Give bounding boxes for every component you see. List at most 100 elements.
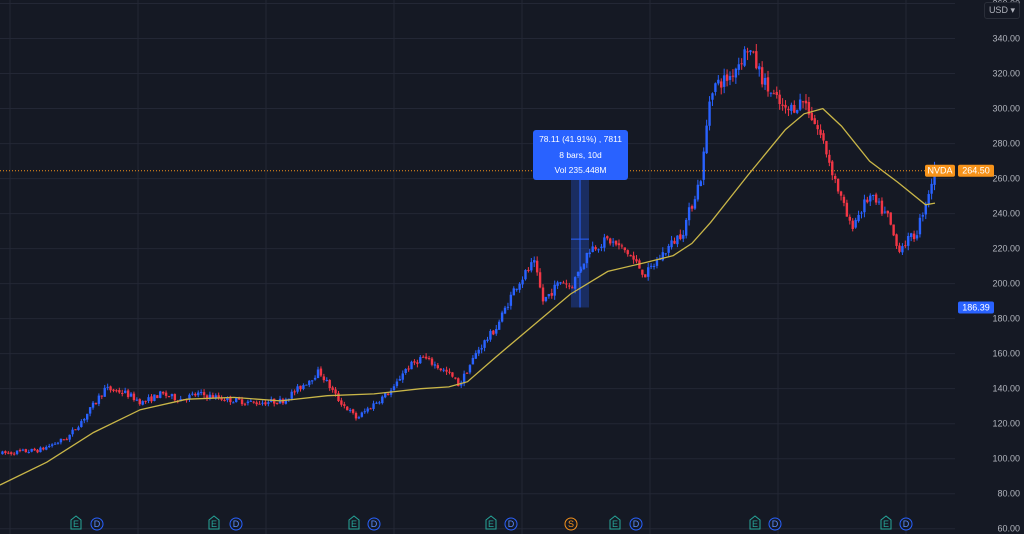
candle-body[interactable] <box>740 63 743 65</box>
candle-body[interactable] <box>521 279 524 285</box>
candle-body[interactable] <box>471 357 475 365</box>
earnings-marker-icon[interactable] <box>880 515 892 530</box>
candle-body[interactable] <box>582 263 586 269</box>
candle-body[interactable] <box>676 235 679 245</box>
candle-body[interactable] <box>632 255 635 260</box>
candle-body[interactable] <box>30 448 33 452</box>
candle-body[interactable] <box>439 368 442 371</box>
candle-body[interactable] <box>763 77 767 85</box>
candle-body[interactable] <box>53 443 57 445</box>
candle-body[interactable] <box>798 99 802 110</box>
candle-body[interactable] <box>156 395 159 399</box>
candle-body[interactable] <box>533 260 536 263</box>
candle-body[interactable] <box>302 385 305 389</box>
candle-body[interactable] <box>673 240 676 244</box>
candle-body[interactable] <box>445 369 448 372</box>
candle-body[interactable] <box>135 399 139 401</box>
candle-body[interactable] <box>652 265 656 268</box>
candle-body[interactable] <box>208 394 212 398</box>
candle-body[interactable] <box>693 199 697 209</box>
candle-body[interactable] <box>91 402 95 408</box>
candle-body[interactable] <box>18 450 22 452</box>
candle-body[interactable] <box>515 288 518 290</box>
candle-body[interactable] <box>199 392 203 394</box>
candle-body[interactable] <box>495 328 498 334</box>
candle-body[interactable] <box>921 215 925 217</box>
candle-body[interactable] <box>813 118 816 125</box>
earnings-marker-icon[interactable] <box>70 515 82 530</box>
candle-body[interactable] <box>819 129 822 135</box>
candle-body[interactable] <box>395 381 399 386</box>
candle-body[interactable] <box>679 234 682 240</box>
candle-body[interactable] <box>687 207 691 221</box>
candle-body[interactable] <box>626 250 629 255</box>
candle-body[interactable] <box>752 51 755 53</box>
candle-body[interactable] <box>296 386 299 392</box>
candle-body[interactable] <box>690 206 694 209</box>
candle-body[interactable] <box>927 194 930 204</box>
candle-body[interactable] <box>720 81 723 88</box>
candle-body[interactable] <box>56 442 60 444</box>
candle-body[interactable] <box>571 287 574 289</box>
candle-body[interactable] <box>597 249 600 251</box>
candle-body[interactable] <box>699 181 702 187</box>
candle-body[interactable] <box>272 398 276 404</box>
candle-body[interactable] <box>378 402 381 404</box>
dividend-marker-icon[interactable] <box>899 517 913 531</box>
candle-body[interactable] <box>62 439 66 441</box>
candle-body[interactable] <box>45 446 48 450</box>
candle-body[interactable] <box>451 372 454 377</box>
candle-body[interactable] <box>153 394 156 401</box>
candle-body[interactable] <box>781 104 784 106</box>
candle-body[interactable] <box>503 307 507 314</box>
candle-body[interactable] <box>541 287 545 302</box>
candle-body[interactable] <box>170 394 174 397</box>
candle-body[interactable] <box>489 330 492 340</box>
candle-body[interactable] <box>202 392 206 396</box>
candle-body[interactable] <box>325 379 328 381</box>
candle-body[interactable] <box>895 234 898 246</box>
candle-body[interactable] <box>348 409 352 411</box>
candle-body[interactable] <box>33 448 36 451</box>
candle-body[interactable] <box>851 220 854 229</box>
candle-body[interactable] <box>801 101 805 103</box>
candle-body[interactable] <box>635 259 638 262</box>
candle-body[interactable] <box>787 109 790 111</box>
candle-body[interactable] <box>462 373 466 384</box>
candle-body[interactable] <box>649 265 653 267</box>
candle-body[interactable] <box>877 201 881 203</box>
candle-body[interactable] <box>661 252 665 261</box>
candle-body[interactable] <box>194 393 197 396</box>
candle-body[interactable] <box>129 393 133 397</box>
candle-body[interactable] <box>419 357 422 364</box>
candle-body[interactable] <box>346 406 349 411</box>
candle-body[interactable] <box>623 247 627 251</box>
candle-body[interactable] <box>448 371 451 373</box>
candle-body[interactable] <box>907 235 910 246</box>
candle-body[interactable] <box>702 151 705 180</box>
candle-body[interactable] <box>535 260 539 273</box>
candle-body[interactable] <box>424 356 428 359</box>
candle-body[interactable] <box>722 75 726 87</box>
candle-body[interactable] <box>211 395 215 399</box>
candle-body[interactable] <box>822 133 825 141</box>
candle-body[interactable] <box>357 417 361 419</box>
candle-body[interactable] <box>416 362 419 364</box>
earnings-marker-icon[interactable] <box>749 515 761 530</box>
candle-body[interactable] <box>714 83 717 92</box>
candle-body[interactable] <box>655 260 659 266</box>
candle-body[interactable] <box>50 444 54 446</box>
candle-body[interactable] <box>609 238 612 244</box>
candle-body[interactable] <box>398 379 402 381</box>
candle-body[interactable] <box>769 92 773 94</box>
candle-body[interactable] <box>468 365 472 373</box>
candle-body[interactable] <box>275 402 279 404</box>
candle-body[interactable] <box>620 245 624 247</box>
dividend-marker-icon[interactable] <box>768 517 782 531</box>
candle-body[interactable] <box>150 396 153 402</box>
candle-body[interactable] <box>229 396 232 403</box>
candle-body[interactable] <box>164 392 168 396</box>
candle-body[interactable] <box>486 339 489 341</box>
candle-body[interactable] <box>591 246 594 253</box>
